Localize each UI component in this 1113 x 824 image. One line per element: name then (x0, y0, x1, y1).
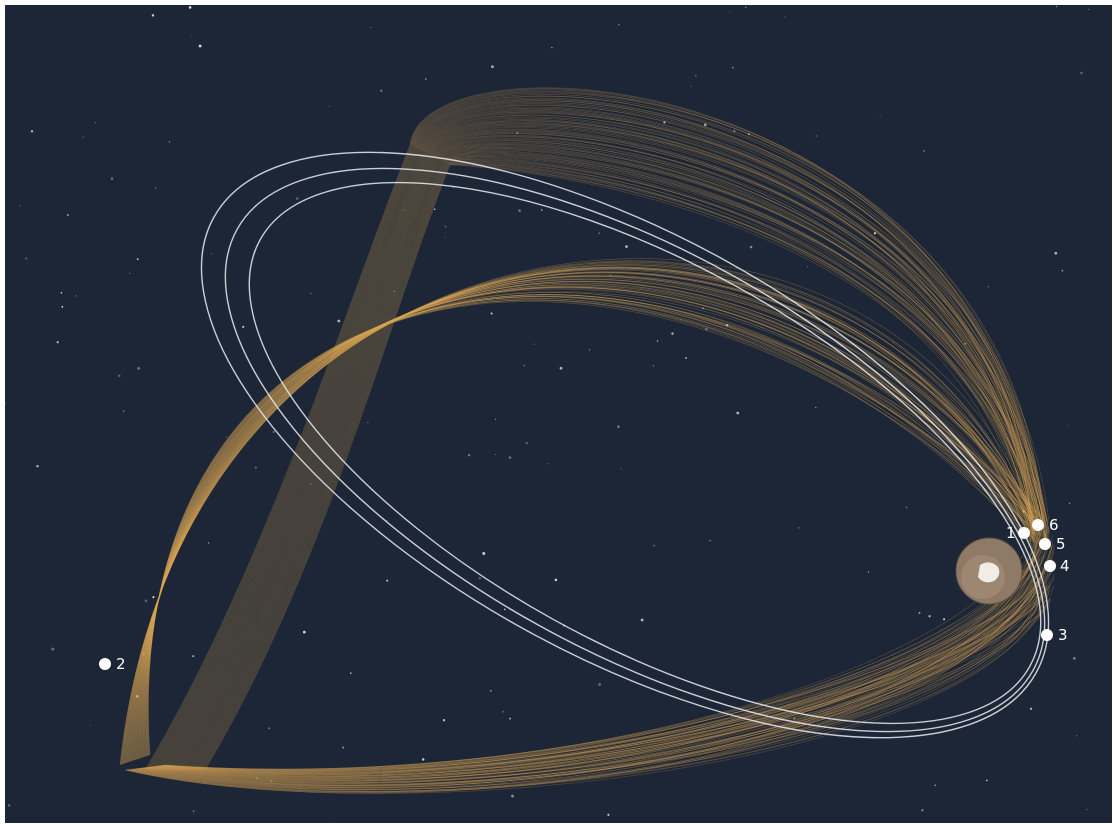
waypoint-6-label: 6 (1049, 516, 1059, 534)
waypoint-6-marker[interactable] (1032, 519, 1044, 531)
waypoints: 1 2 3 4 5 6 (99, 516, 1070, 673)
orbit-canvas: 1 2 3 4 5 6 (5, 5, 1090, 823)
waypoint-2-label: 2 (116, 655, 126, 673)
orbit-visualization: 1 2 3 4 5 6 (5, 5, 1112, 823)
waypoint-1-marker[interactable] (1018, 527, 1030, 539)
waypoint-2-marker[interactable] (99, 658, 111, 670)
waypoint-3-label: 3 (1058, 626, 1068, 644)
waypoint-3-marker[interactable] (1041, 629, 1053, 641)
waypoint-5-marker[interactable] (1039, 538, 1051, 550)
starfield (5, 5, 1090, 823)
planet-globe-icon (955, 537, 1023, 605)
waypoint-5-label: 5 (1056, 535, 1066, 553)
waypoint-1-label: 1 (1006, 524, 1016, 542)
waypoint-4-label: 4 (1060, 557, 1070, 575)
waypoint-4-marker[interactable] (1044, 560, 1056, 572)
reference-orbits (200, 151, 1050, 739)
